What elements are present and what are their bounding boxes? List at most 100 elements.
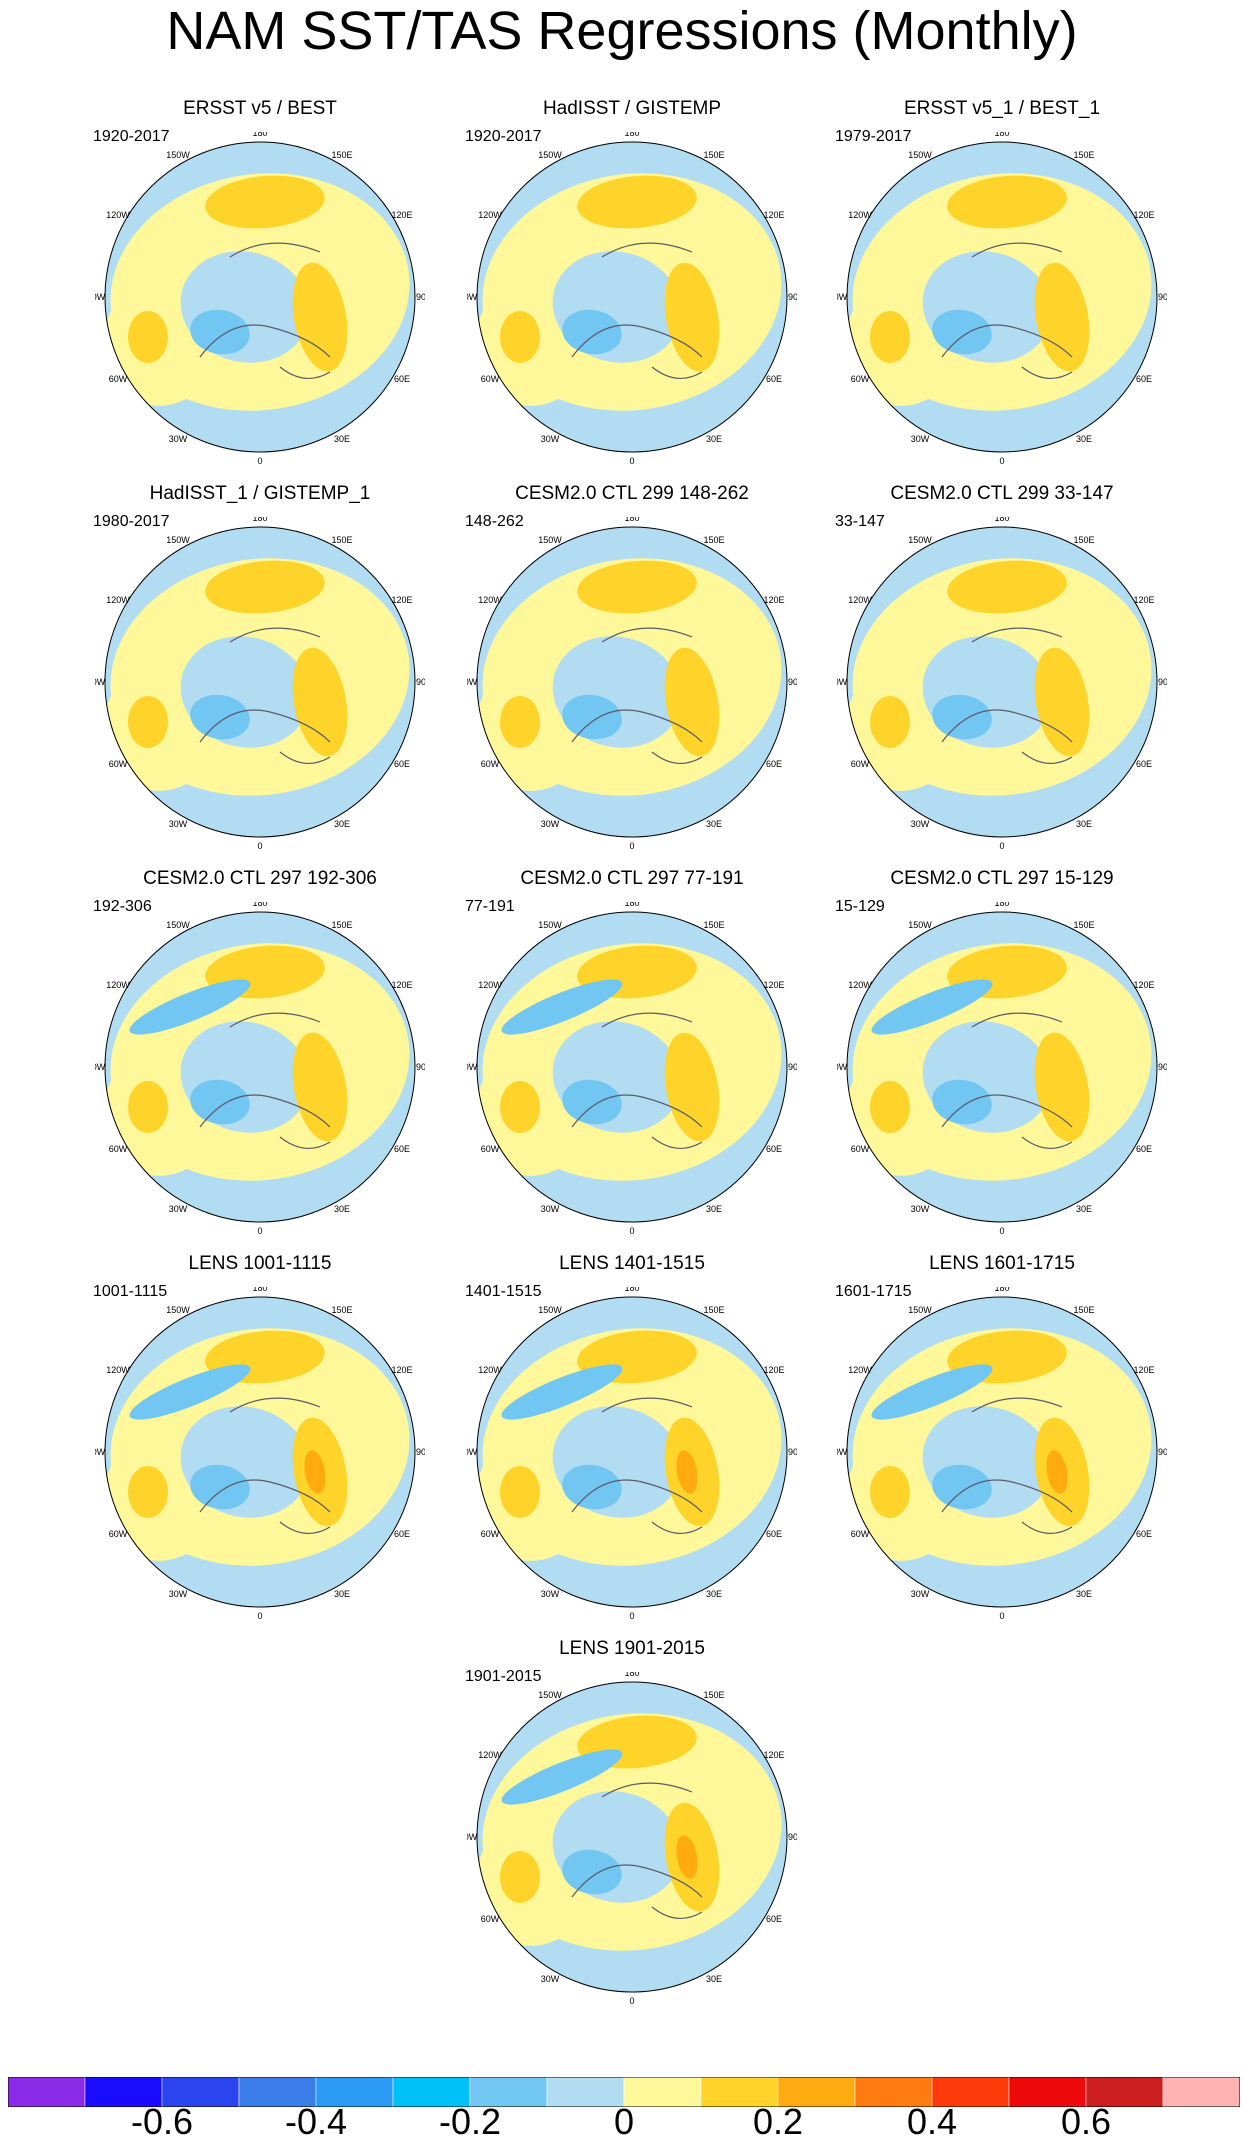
coastline — [199, 242, 331, 379]
longitude-label: 0 — [629, 1996, 634, 2006]
coastline — [571, 242, 703, 379]
longitude-label: 90W — [837, 292, 848, 302]
panel-title: LENS 1001-1115 — [188, 1253, 332, 1274]
longitude-label: 90W — [95, 1062, 106, 1072]
longitude-label: 60E — [394, 374, 410, 384]
longitude-label: 90E — [788, 1447, 797, 1457]
longitude-label: 150W — [538, 1305, 562, 1315]
colorbar-label: 0.4 — [906, 2101, 958, 2142]
colorbar-swatch — [777, 2077, 856, 2107]
longitude-label: 0 — [629, 456, 634, 466]
panel-title: CESM2.0 CTL 297 77-191 — [520, 868, 744, 889]
colorbar-swatch — [1162, 2077, 1240, 2107]
longitude-label: 90E — [788, 292, 797, 302]
longitude-label: 150E — [703, 150, 724, 160]
longitude-label: 180 — [994, 132, 1009, 138]
panel-title: LENS 1401-1515 — [559, 1253, 705, 1274]
panel-period: 1601-1715 — [835, 1283, 912, 1300]
longitude-label: 0 — [257, 1611, 262, 1621]
longitude-label: 60E — [766, 1914, 782, 1924]
longitude-label: 60W — [109, 374, 128, 384]
longitude-label: 120E — [764, 1365, 785, 1375]
longitude-label: 60W — [109, 1144, 128, 1154]
longitude-label: 90E — [416, 1062, 425, 1072]
map-border — [846, 141, 1158, 453]
longitude-label: 30E — [706, 1204, 722, 1214]
longitude-label: 120W — [478, 980, 502, 990]
longitude-label: 90E — [788, 677, 797, 687]
eurasia-positive-core — [664, 262, 720, 372]
longitude-label: 90W — [837, 677, 848, 687]
longitude-label: 60W — [481, 1914, 500, 1924]
longitude-label: 120E — [1134, 595, 1155, 605]
greenland-negative-core — [562, 694, 622, 740]
longitude-label: 90W — [467, 292, 478, 302]
coastline — [199, 627, 331, 764]
greenland-negative-core — [932, 694, 992, 740]
longitude-label: 30W — [911, 434, 930, 444]
panel-title: HadISST_1 / GISTEMP_1 — [149, 483, 371, 504]
map-border — [476, 1681, 788, 1993]
longitude-label: 0 — [999, 1226, 1004, 1236]
longitude-label: 120W — [478, 1750, 502, 1760]
eurasia-strong-core — [1046, 1450, 1068, 1494]
atlantic-positive-core — [870, 311, 910, 363]
panel-title: CESM2.0 CTL 297 192-306 — [143, 868, 377, 889]
page-title: NAM SST/TAS Regressions (Monthly) — [166, 1, 1078, 61]
longitude-label: 120W — [848, 210, 872, 220]
longitude-label: 150W — [538, 920, 562, 930]
polar-stereographic-map: 180 150E 120E 90E 60E 30E 0 30W 60W 90W 120W 150W — [95, 517, 425, 851]
coastline — [571, 1782, 703, 1919]
coastline — [571, 1397, 703, 1534]
longitude-label: 90E — [1158, 292, 1167, 302]
longitude-label: 60W — [851, 1529, 870, 1539]
atlantic-positive-core — [500, 311, 540, 363]
longitude-label: 30E — [1076, 434, 1092, 444]
longitude-label: 0 — [629, 841, 634, 851]
pacific-negative-arc — [129, 1364, 251, 1420]
coastline — [199, 1397, 331, 1534]
panel-title: LENS 1901-2015 — [559, 1638, 705, 1659]
eurasia-positive-core — [292, 647, 348, 757]
longitude-label: 120E — [392, 595, 413, 605]
pacific-negative-arc — [871, 979, 993, 1035]
longitude-label: 60W — [109, 759, 128, 769]
coastline — [571, 1012, 703, 1149]
eurasia-positive-core — [664, 647, 720, 757]
longitude-label: 150W — [538, 535, 562, 545]
longitude-label: 90W — [837, 1447, 848, 1457]
longitude-label: 30W — [541, 819, 560, 829]
atlantic-positive-core — [500, 696, 540, 748]
eurasia-positive-core — [1034, 262, 1090, 372]
longitude-label: 120W — [106, 210, 130, 220]
panel-period: 148-262 — [465, 513, 524, 530]
longitude-label: 120E — [1134, 1365, 1155, 1375]
pacific-positive-core — [577, 175, 697, 229]
pacific-positive-core — [205, 175, 325, 229]
longitude-label: 30W — [169, 1589, 188, 1599]
longitude-label: 180 — [624, 1287, 639, 1293]
longitude-label: 150E — [331, 920, 352, 930]
longitude-label: 120W — [848, 1365, 872, 1375]
pacific-positive-core — [947, 560, 1067, 614]
longitude-label: 30E — [334, 1589, 350, 1599]
greenland-negative-core — [932, 309, 992, 355]
longitude-label: 60E — [394, 1529, 410, 1539]
longitude-label: 180 — [252, 517, 267, 523]
pacific-negative-arc — [501, 1364, 623, 1420]
longitude-label: 0 — [999, 456, 1004, 466]
colorbar-label: -0.4 — [284, 2101, 348, 2142]
colorbar-swatch — [1008, 2077, 1087, 2107]
longitude-label: 90W — [95, 1447, 106, 1457]
colorbar-swatch — [931, 2077, 1010, 2107]
longitude-label: 60E — [394, 759, 410, 769]
longitude-label: 0 — [257, 1226, 262, 1236]
longitude-label: 120W — [106, 980, 130, 990]
longitude-label: 90E — [1158, 677, 1167, 687]
map-panel: LENS 1401-1515 1401-1515 180 150E 120E 90E 60E… — [465, 1253, 797, 1633]
longitude-label: 120W — [478, 1365, 502, 1375]
longitude-label: 60E — [766, 759, 782, 769]
panel-period: 1920-2017 — [93, 128, 170, 145]
map-border — [104, 526, 416, 838]
longitude-label: 120E — [764, 595, 785, 605]
